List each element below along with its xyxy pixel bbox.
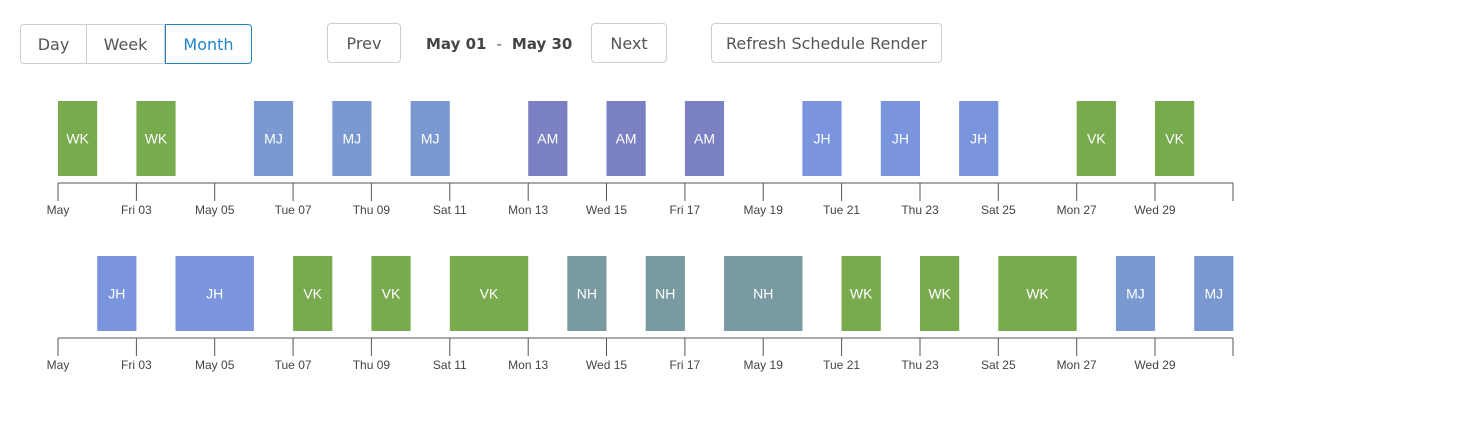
axis-tick-label: May 19 (744, 203, 784, 217)
event-block[interactable] (1194, 256, 1234, 331)
axis-tick-label: Thu 09 (353, 203, 391, 217)
axis-tick-label: Mon 13 (508, 203, 548, 217)
event-block[interactable] (959, 101, 999, 176)
event-label: AM (616, 131, 637, 147)
event-block[interactable] (841, 256, 881, 331)
axis-tick-label: Tue 21 (823, 358, 860, 372)
event-label: WK (145, 131, 168, 147)
axis-tick-label: Fri 17 (670, 358, 701, 372)
event-block[interactable] (253, 101, 294, 176)
axis-tick-label: May (47, 203, 70, 217)
axis-tick-label: Thu 23 (901, 203, 939, 217)
event-block[interactable] (645, 256, 685, 331)
event-label: NH (753, 286, 773, 302)
axis-tick-label: Wed 15 (586, 358, 627, 372)
axis-tick-label: Sat 25 (981, 358, 1016, 372)
event-block[interactable] (724, 256, 803, 331)
event-block[interactable] (684, 101, 725, 176)
refresh-schedule-button[interactable]: Refresh Schedule Render (711, 23, 942, 63)
event-block[interactable] (998, 256, 1077, 331)
event-label: AM (537, 131, 558, 147)
axis-tick-label: Fri 03 (121, 203, 152, 217)
axis-tick-label: May (47, 358, 70, 372)
event-block[interactable] (332, 101, 372, 176)
event-label: VK (382, 286, 401, 302)
event-block[interactable] (136, 101, 176, 176)
event-label: MJ (342, 131, 361, 147)
event-label: MJ (1204, 286, 1223, 302)
axis-tick-label: Tue 21 (823, 203, 860, 217)
event-label: VK (480, 286, 499, 302)
event-block[interactable] (528, 101, 568, 176)
range-end: May 30 (511, 35, 573, 53)
view-day-button[interactable]: Day (20, 24, 87, 64)
event-label: WK (850, 286, 873, 302)
event-label: JH (892, 131, 909, 147)
axis-tick-label: Fri 17 (670, 203, 701, 217)
view-month-button[interactable]: Month (165, 24, 252, 64)
event-block[interactable] (880, 101, 920, 176)
range-separator: - (496, 35, 502, 53)
event-label: VK (1087, 131, 1106, 147)
event-label: NH (577, 286, 597, 302)
event-label: AM (694, 131, 715, 147)
event-block[interactable] (293, 256, 333, 331)
date-range: May 01 - May 30 (426, 24, 572, 64)
next-button[interactable]: Next (591, 23, 667, 63)
axis-tick-label: Thu 23 (901, 358, 939, 372)
axis-tick-label: Mon 27 (1057, 203, 1097, 217)
event-block[interactable] (920, 256, 960, 331)
range-start: May 01 (426, 35, 487, 53)
axis-tick-label: Sat 11 (433, 358, 467, 372)
event-label: JH (206, 286, 223, 302)
event-block[interactable] (1155, 101, 1195, 176)
axis-tick-label: Wed 29 (1134, 203, 1175, 217)
axis-tick-label: Tue 07 (275, 358, 312, 372)
event-block[interactable] (175, 256, 254, 331)
timeline-row: JH JH VK VK VK NH NH NH WK WK WK MJ MJ May Fri 03 May 0… (47, 256, 1234, 372)
axis-tick-label: Mon 13 (508, 358, 548, 372)
event-block[interactable] (1076, 101, 1116, 176)
view-week-button[interactable]: Week (87, 24, 165, 64)
event-block[interactable] (410, 101, 450, 176)
event-label: WK (66, 131, 89, 147)
axis-tick-label: Sat 25 (981, 203, 1016, 217)
axis-tick-label: May 19 (744, 358, 784, 372)
event-label: MJ (264, 131, 283, 147)
event-label: WK (1026, 286, 1049, 302)
axis-tick-label: May 05 (195, 203, 235, 217)
axis-tick-label: Wed 29 (1134, 358, 1175, 372)
event-block[interactable] (606, 101, 646, 176)
axis-tick-label: Wed 15 (586, 203, 627, 217)
event-block[interactable] (1115, 256, 1156, 331)
event-block[interactable] (449, 256, 529, 331)
event-label: JH (108, 286, 125, 302)
prev-button[interactable]: Prev (327, 23, 401, 63)
event-label: VK (1165, 131, 1184, 147)
axis-tick-label: Fri 03 (121, 358, 152, 372)
event-label: VK (303, 286, 322, 302)
event-block[interactable] (97, 256, 137, 331)
axis-tick-label: Thu 09 (353, 358, 391, 372)
event-label: MJ (1126, 286, 1145, 302)
axis-tick-label: Sat 11 (433, 203, 467, 217)
axis-tick-label: May 05 (195, 358, 235, 372)
event-label: MJ (421, 131, 440, 147)
event-block[interactable] (371, 256, 411, 331)
view-switcher: Day Week Month (20, 24, 252, 64)
event-block[interactable] (802, 101, 842, 176)
event-block[interactable] (567, 256, 607, 331)
event-label: NH (655, 286, 675, 302)
event-label: JH (813, 131, 830, 147)
axis-tick-label: Tue 07 (275, 203, 312, 217)
event-label: JH (970, 131, 987, 147)
event-label: WK (928, 286, 951, 302)
timeline-row: WK WK MJ MJ MJ AM AM AM JH JH JH VK VK May Fri 03 May 0… (47, 101, 1234, 217)
axis-tick-label: Mon 27 (1057, 358, 1097, 372)
event-block[interactable] (58, 101, 98, 176)
